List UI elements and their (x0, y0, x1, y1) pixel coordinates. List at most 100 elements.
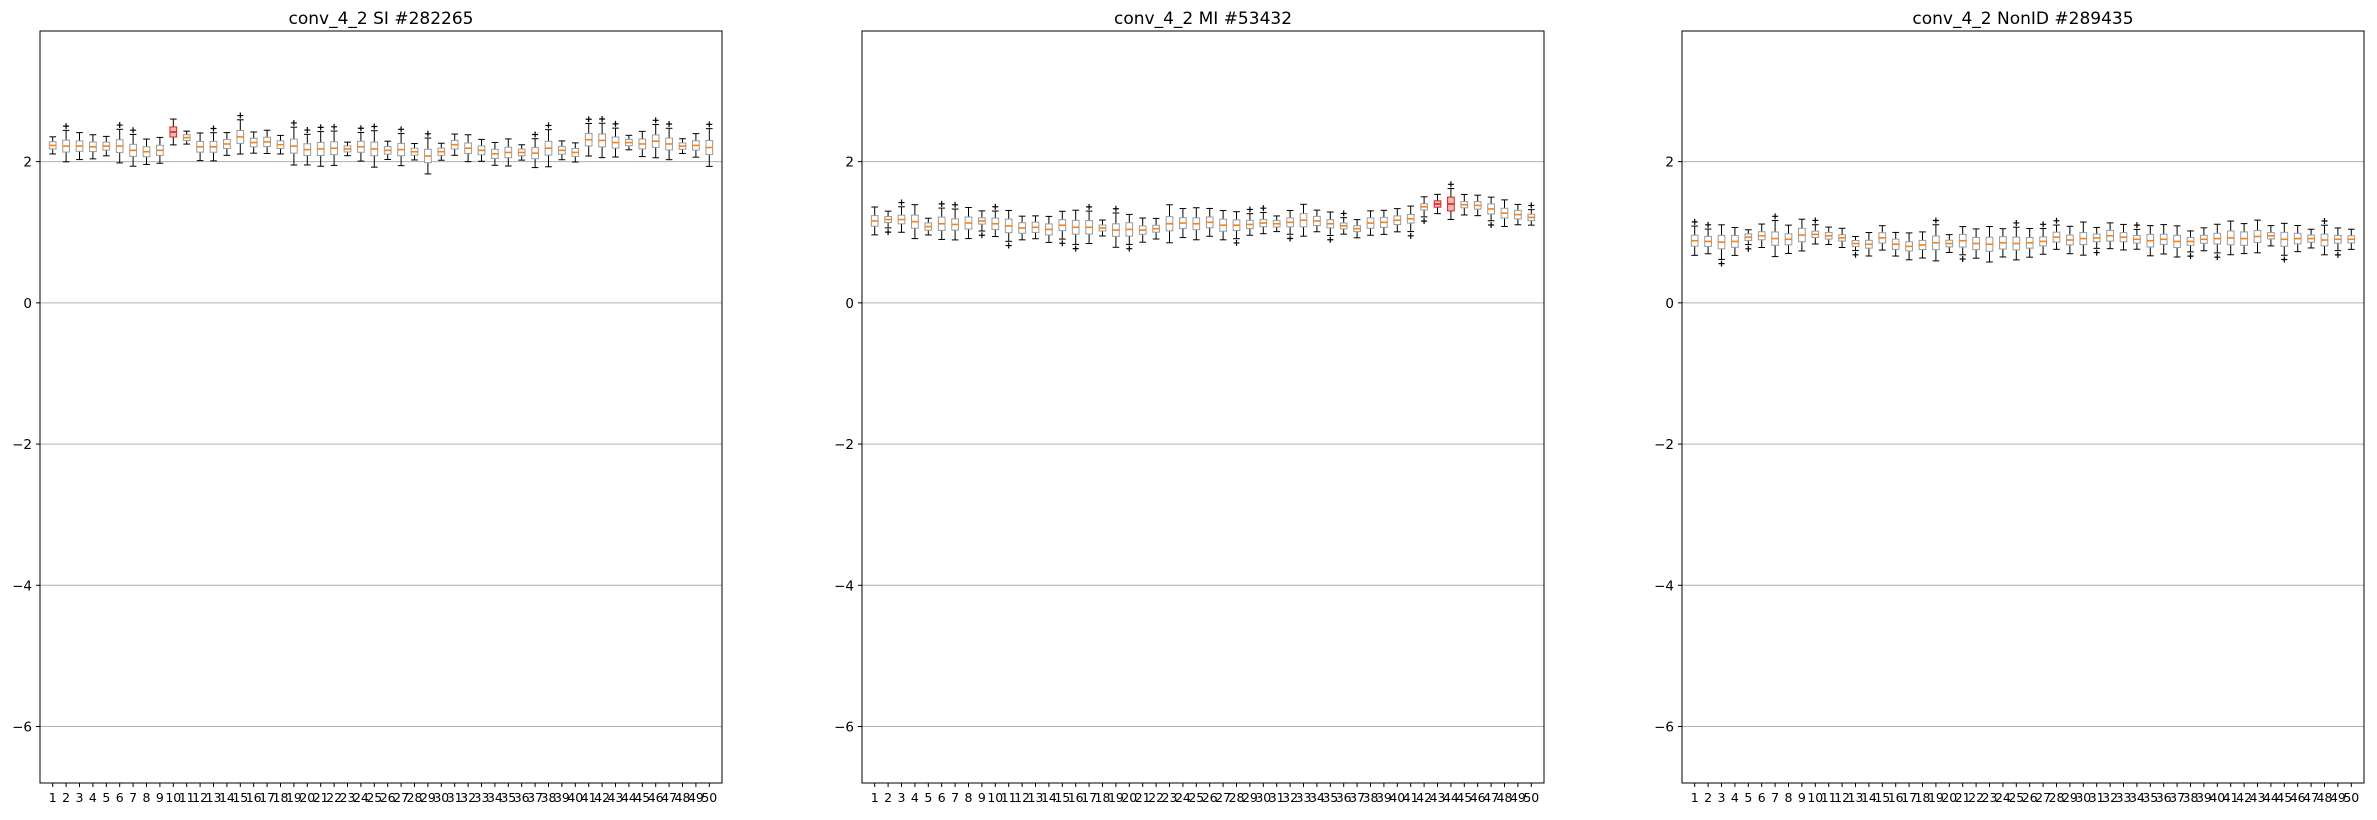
box (1031, 215, 1040, 240)
x-tick-label: 38 (541, 790, 557, 805)
box (2334, 227, 2342, 258)
x-tick-label: 46 (1470, 790, 1486, 805)
x-tick-label: 1 (1691, 790, 1699, 805)
box (424, 130, 432, 175)
box (1527, 202, 1536, 226)
x-tick-label: 21 (1135, 790, 1151, 805)
x-tick-label: 16 (1068, 790, 1084, 805)
box (1393, 208, 1402, 233)
box (897, 199, 906, 233)
x-tick-label: 30 (2075, 790, 2091, 805)
x-tick-label: 42 (1416, 790, 1432, 805)
x-tick-label: 15 (1054, 790, 1070, 805)
x-tick-label: 44 (621, 790, 637, 805)
y-tick-label: 0 (845, 296, 854, 312)
box (330, 123, 338, 166)
y-tick-label: 2 (845, 155, 854, 171)
box (236, 112, 245, 155)
outlier-marker (532, 131, 539, 138)
outlier-marker (952, 201, 959, 208)
box (383, 140, 392, 160)
box (1731, 226, 1739, 256)
subplot-title: conv_4_2 NonID #289435 (1912, 9, 2133, 29)
x-tick-label: 23 (340, 790, 356, 805)
x-tick-label: 9 (156, 790, 164, 805)
box (223, 132, 231, 156)
outlier-marker (2281, 256, 2288, 263)
x-tick-label: 4 (911, 790, 919, 805)
x-tick-label: 40 (1389, 790, 1405, 805)
box (1999, 228, 2007, 258)
x-tick-label: 35 (2142, 790, 2158, 805)
box (2092, 226, 2101, 256)
box (1045, 215, 1053, 243)
x-tick-label: 36 (2156, 790, 2172, 805)
y-tick-label: −4 (12, 578, 32, 594)
x-tick-label: 21 (1955, 790, 1971, 805)
axes-frame (861, 30, 1545, 784)
outlier-marker (116, 122, 123, 129)
x-tick-label: 28 (407, 790, 423, 805)
x-tick-label: 2 (62, 790, 70, 805)
box (584, 116, 593, 157)
x-tick-label: 20 (1941, 790, 1957, 805)
y-tick-label: 2 (23, 155, 32, 171)
box (1286, 209, 1294, 242)
outlier-marker (898, 199, 905, 206)
box (209, 125, 218, 162)
x-tick-label: 9 (1798, 790, 1806, 805)
x-tick-label: 41 (2223, 790, 2239, 805)
x-tick-label: 48 (675, 790, 691, 805)
box (517, 144, 526, 161)
x-tick-label: 28 (1229, 790, 1245, 805)
box (115, 122, 124, 164)
x-tick-label: 48 (1497, 790, 1513, 805)
outlier-marker (1812, 217, 1819, 224)
x-tick-label: 46 (648, 790, 664, 805)
box (357, 125, 365, 162)
x-tick-label: 7 (129, 790, 137, 805)
outlier-marker (938, 200, 945, 207)
x-tick-label: 10 (165, 790, 181, 805)
y-tick-label: −2 (834, 437, 854, 453)
outlier-marker (2334, 251, 2341, 258)
box (571, 142, 580, 163)
x-tick-label: 6 (938, 790, 946, 805)
outlier-marker (304, 127, 311, 134)
x-tick-label: 49 (688, 790, 704, 805)
x-tick-label: 16 (1888, 790, 1904, 805)
x-tick-label: 2 (884, 790, 892, 805)
box (638, 130, 647, 158)
box (1326, 211, 1335, 243)
x-tick-label: 24 (353, 790, 369, 805)
box (2320, 217, 2329, 256)
y-tick-label: −2 (12, 437, 32, 453)
outlier-marker (130, 127, 137, 134)
x-tick-label: 36 (514, 790, 530, 805)
x-tick-label: 5 (102, 790, 110, 805)
outlier-marker (1932, 217, 1939, 224)
x-tick-label: 40 (567, 790, 583, 805)
box (611, 120, 620, 158)
axes-frame (39, 30, 723, 784)
x-tick-label: 48 (2317, 790, 2333, 805)
x-tick-label: 29 (2062, 790, 2078, 805)
outlier-marker (2040, 221, 2047, 228)
box (924, 217, 933, 236)
x-tick-label: 22 (1968, 790, 1984, 805)
x-tick-label: 14 (1041, 790, 1057, 805)
box (692, 133, 700, 158)
x-tick-label: 50 (701, 790, 717, 805)
box (142, 138, 151, 165)
box (678, 138, 687, 154)
x-tick-label: 37 (1349, 790, 1365, 805)
box (1112, 205, 1120, 248)
axes-frame (1681, 30, 2365, 784)
outlier-marker (978, 232, 985, 239)
box (1905, 232, 1913, 261)
x-tick-label: 11 (1001, 790, 1017, 805)
x-tick-label: 31 (2089, 790, 2105, 805)
outlier-marker (317, 124, 324, 131)
x-tick-label: 32 (1282, 790, 1298, 805)
